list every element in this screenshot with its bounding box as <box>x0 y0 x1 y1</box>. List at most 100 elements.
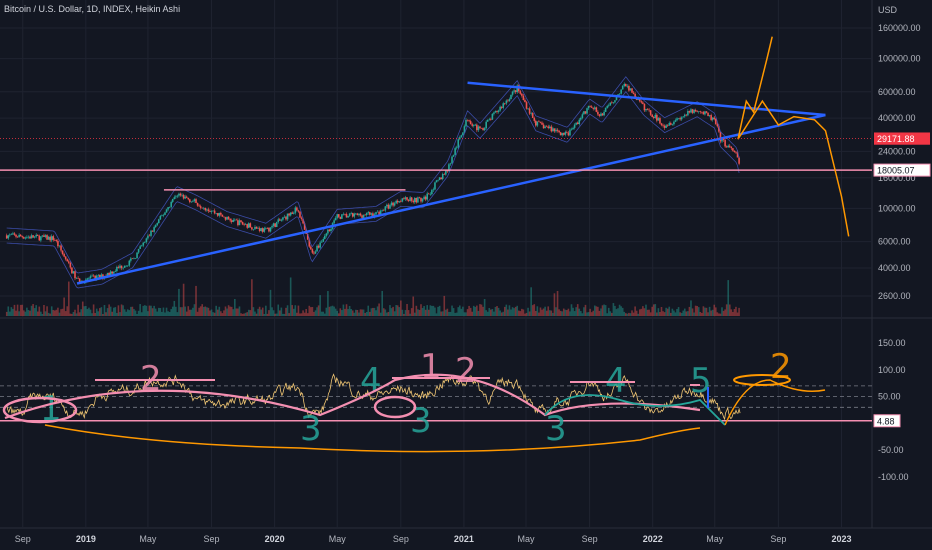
candle-body <box>317 245 320 248</box>
candle-body <box>359 213 362 216</box>
volume-bar <box>227 305 230 316</box>
volume-bar <box>308 305 311 316</box>
oscillator-tick-label: 50.00 <box>878 392 901 402</box>
time-tick-label: May <box>329 534 347 544</box>
candle-body <box>440 177 442 180</box>
volume-bar <box>263 313 266 316</box>
volume-bar <box>424 309 427 316</box>
candle-body <box>356 213 359 216</box>
volume-bar <box>531 305 534 316</box>
candle-body <box>5 235 8 239</box>
candle-body <box>33 236 36 238</box>
price-tick-label: 160000.00 <box>878 23 921 33</box>
volume-bar <box>167 311 169 316</box>
volume-bar <box>100 307 103 316</box>
volume-bar <box>513 308 515 316</box>
volume-bar <box>240 313 242 316</box>
candle-body <box>213 210 216 214</box>
candle-body <box>381 209 384 211</box>
volume-bar <box>528 311 531 316</box>
volume-bar <box>288 313 290 316</box>
volume-bar <box>638 309 641 316</box>
candle-body <box>302 219 304 224</box>
volume-bar <box>575 307 577 316</box>
candle-body <box>727 145 730 148</box>
candle-body <box>508 99 511 102</box>
candle-body <box>265 228 267 229</box>
time-tick-label: 2020 <box>265 534 285 544</box>
candle-body <box>601 113 604 116</box>
candle-body <box>702 112 705 115</box>
volume-bar <box>432 305 435 316</box>
volume-bar <box>355 309 357 316</box>
volume-bar <box>583 307 585 316</box>
volume-bar <box>272 310 275 316</box>
volume-bar <box>29 310 31 316</box>
volume-bar <box>483 299 486 316</box>
volume-bar <box>406 304 408 316</box>
volume-bar <box>569 311 571 316</box>
candle-body <box>676 118 678 121</box>
candle-body <box>339 216 342 219</box>
volume-bar <box>316 307 318 316</box>
candle-body <box>593 107 596 109</box>
candle-body <box>260 228 262 231</box>
volume-bar <box>642 306 644 316</box>
candle-body <box>576 122 579 125</box>
volume-bar <box>38 306 41 316</box>
candle-body <box>435 180 438 183</box>
candle-body <box>552 128 554 132</box>
volume-bar <box>566 310 568 316</box>
volume-bar <box>705 307 708 316</box>
candle-body <box>524 99 526 103</box>
volume-bar <box>99 308 101 316</box>
volume-bar <box>364 312 366 316</box>
volume-bar <box>393 311 396 316</box>
volume-bar <box>375 310 377 316</box>
candle-body <box>566 132 568 133</box>
candle-body <box>680 117 683 120</box>
volume-bar <box>666 308 669 316</box>
volume-bar <box>437 306 439 316</box>
candle-body <box>718 126 720 132</box>
candle-body <box>452 155 455 157</box>
volume-bar <box>108 304 110 316</box>
oscillator-projection <box>724 379 826 426</box>
volume-bar <box>562 308 565 316</box>
candle-body <box>35 234 38 237</box>
volume-bar <box>389 305 391 316</box>
symbol-title[interactable]: Bitcoin / U.S. Dollar, 1D, INDEX, Heikin… <box>4 4 181 14</box>
candle-body <box>27 236 30 238</box>
volume-bar <box>710 310 712 316</box>
candle-body <box>445 170 447 175</box>
volume-bar <box>157 307 160 316</box>
candle-body <box>15 234 17 237</box>
volume-bar <box>426 305 429 316</box>
volume-bar <box>182 283 185 316</box>
volume-bar <box>33 308 36 316</box>
candle-body <box>638 98 641 102</box>
volume-bar <box>292 308 295 316</box>
volume-bar <box>170 309 172 316</box>
volume-bar <box>511 307 514 316</box>
volume-bar <box>521 308 523 316</box>
volume-bar <box>384 309 387 316</box>
candle-body <box>206 209 208 211</box>
candle-body <box>275 222 278 227</box>
volume-bar <box>185 311 188 316</box>
wave-count-label: 3 <box>300 409 322 449</box>
candle-body <box>483 128 486 131</box>
candle-body <box>620 89 622 94</box>
volume-bar <box>165 307 168 316</box>
candle-body <box>165 209 168 213</box>
volume-bar <box>606 313 608 316</box>
volume-bar <box>57 307 59 316</box>
candle-body <box>64 256 67 260</box>
candle-body <box>32 235 34 238</box>
volume-bar <box>35 305 38 316</box>
volume-bar <box>66 306 69 316</box>
volume-bar <box>567 308 570 316</box>
candle-body <box>631 88 633 93</box>
volume-bar <box>603 304 605 316</box>
